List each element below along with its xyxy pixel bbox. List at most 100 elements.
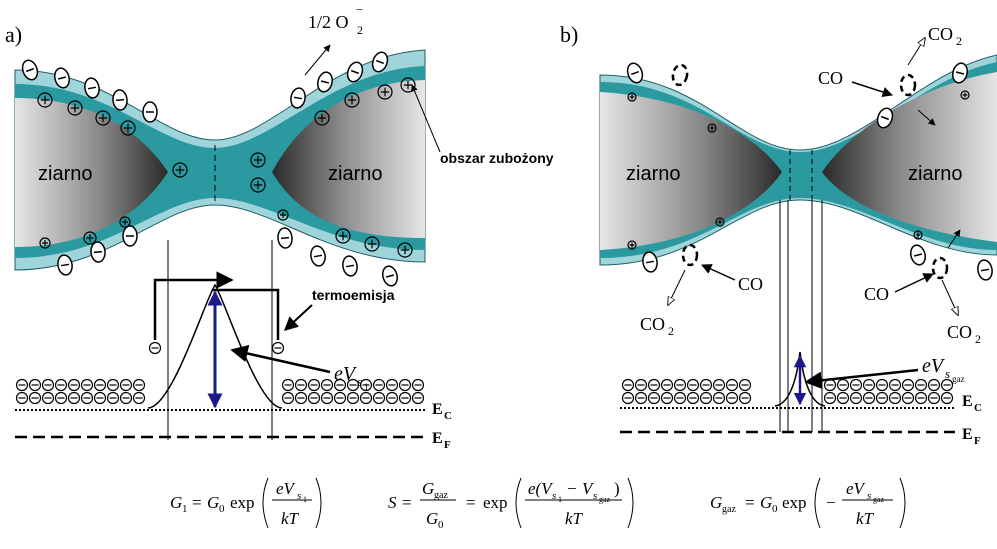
electron — [838, 380, 849, 391]
electron — [43, 380, 54, 391]
ef-label: E — [962, 426, 973, 443]
electron — [348, 393, 359, 404]
electron — [675, 380, 686, 391]
grain-label: ziarno — [908, 163, 962, 185]
oxygen-ion — [933, 258, 947, 278]
co-label: CO — [738, 274, 763, 294]
electron — [825, 393, 836, 404]
electron — [929, 380, 940, 391]
electron — [701, 393, 712, 404]
electron — [890, 393, 901, 404]
formula-symbol: G — [710, 493, 722, 512]
oxygen-ion — [976, 259, 993, 281]
oxygen-ion — [909, 244, 928, 267]
electron — [714, 393, 725, 404]
formula: G gaz = G 0 exp − eV s gaz kT — [710, 478, 905, 528]
ef-sub: F — [974, 435, 981, 447]
oxygen-ion — [901, 75, 915, 95]
electron — [851, 380, 862, 391]
electron — [675, 393, 686, 404]
oxygen-label: 1/2 O — [308, 12, 349, 32]
barrier-label: eV — [922, 355, 946, 377]
formula-op: ) — [614, 479, 620, 498]
co2-sub: 2 — [668, 324, 674, 338]
co-label: CO — [864, 284, 889, 304]
electron — [413, 380, 424, 391]
electron — [688, 380, 699, 391]
oxygen-sup: − — [356, 2, 363, 17]
electron — [636, 380, 647, 391]
grain-label: ziarno — [626, 163, 680, 185]
formula-op: = — [192, 493, 202, 512]
ec-sub: C — [444, 410, 452, 422]
panel-b-bands-part — [908, 38, 925, 65]
electron — [387, 380, 398, 391]
electron — [82, 393, 93, 404]
electron — [361, 393, 372, 404]
electron — [150, 343, 161, 354]
electron — [701, 380, 712, 391]
panel-b-grains — [600, 55, 997, 265]
electron — [851, 393, 862, 404]
electron — [82, 380, 93, 391]
electron — [688, 393, 699, 404]
electron — [283, 393, 294, 404]
formula-sub: 0 — [772, 503, 778, 515]
formula-op: = — [466, 493, 476, 512]
electron — [903, 380, 914, 391]
electron — [108, 380, 119, 391]
oxygen-ion — [341, 255, 358, 277]
formula-symbol: G — [170, 493, 182, 512]
panel-b-bands-part — [852, 82, 892, 95]
barrier-label: eV — [334, 363, 358, 385]
electron — [43, 393, 54, 404]
electron — [890, 380, 901, 391]
panel-a-grains — [15, 50, 425, 270]
electron — [17, 380, 28, 391]
panel-a-bands-part — [212, 290, 278, 340]
formula-symbol: kT — [281, 509, 300, 528]
oxygen-ion — [683, 245, 697, 265]
electron — [929, 393, 940, 404]
thermo-label: termoemisja — [312, 287, 395, 303]
electron — [309, 393, 320, 404]
electron — [69, 380, 80, 391]
formula-symbol: kT — [856, 509, 875, 528]
oxygen-ion — [671, 64, 688, 86]
electron — [649, 393, 660, 404]
formula-func: exp — [230, 493, 255, 512]
formula-op: − — [567, 479, 577, 498]
oxygen-ion — [123, 226, 137, 246]
oxygen-ion — [309, 245, 326, 267]
co2-sub: 2 — [975, 332, 981, 346]
electron — [296, 380, 307, 391]
electron — [864, 393, 875, 404]
electron — [134, 380, 145, 391]
electron — [623, 380, 634, 391]
barrier-subsub: 1 — [364, 382, 369, 392]
electron — [916, 380, 927, 391]
electron — [335, 393, 346, 404]
formula-symbol: eV — [276, 479, 297, 498]
formula-op: = — [402, 493, 412, 512]
electron — [121, 380, 132, 391]
electron — [121, 393, 132, 404]
ef-label: E — [432, 430, 443, 447]
grain-label: ziarno — [328, 163, 382, 185]
electron — [387, 393, 398, 404]
ec-label: E — [432, 401, 443, 418]
barrier-sub: s — [357, 374, 362, 389]
electron — [69, 393, 80, 404]
electron — [400, 393, 411, 404]
formula-symbol: e(V — [528, 479, 554, 498]
panel-label: a) — [5, 22, 22, 47]
electron — [714, 380, 725, 391]
formula-symbol: kT — [565, 509, 584, 528]
ion-body — [933, 258, 947, 278]
formula-symbol: G — [207, 493, 219, 512]
grain-label: ziarno — [38, 163, 92, 185]
formula: G 1 = G 0 exp eV s 1 kT — [170, 478, 321, 528]
co2-sub: 2 — [956, 34, 962, 48]
electron — [727, 393, 738, 404]
electron — [877, 393, 888, 404]
